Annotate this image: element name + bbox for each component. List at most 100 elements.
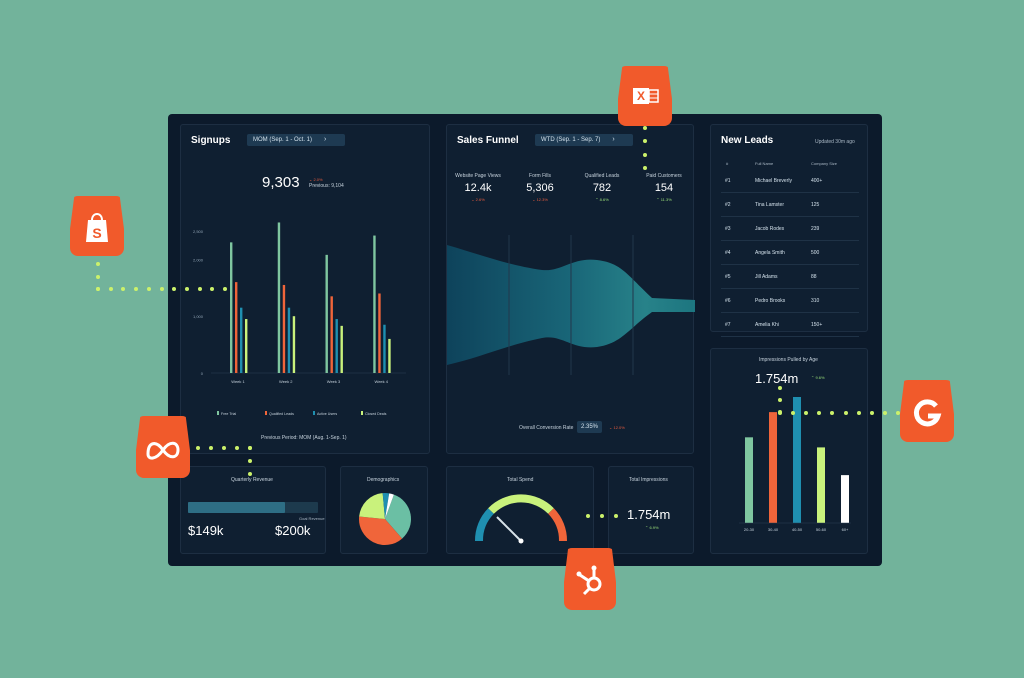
connector-dot [184, 287, 189, 291]
x-tick-label: Week 1 [231, 379, 245, 384]
revenue-progress-track [188, 502, 318, 513]
connector-dot [172, 287, 177, 291]
lead-company-size: 500 [811, 250, 820, 256]
age-bar-chart: 20-30 30-40 40-50 50-60 60+ [739, 397, 851, 532]
funnel-stage-label: Qualified Leads [584, 173, 620, 179]
funnel-stage-change: ⌃ 8.6% [595, 197, 609, 202]
funnel-stage-value: 12.4k [464, 182, 492, 194]
chevron-right-icon: › [612, 136, 615, 143]
connector-dot [96, 287, 100, 291]
funnel-stage: Qualified Leads 782 ⌃ 8.6% [573, 173, 631, 202]
connector-dot [882, 411, 887, 415]
leads-updated: Updated 30m ago [815, 139, 855, 145]
lead-id: #3 [725, 226, 731, 232]
connector-dot [600, 514, 604, 518]
signups-bar-chart: 0 1,000 2,000 2,500 Week 1 Week 2 Week 3 Week 4… [193, 222, 406, 416]
legend-entry: Active Users [317, 412, 337, 416]
x-tick-label: Week 3 [327, 379, 341, 384]
bar [235, 282, 238, 373]
impressions-change: ⌃ 6.9% [645, 525, 659, 530]
connector-dot [843, 411, 848, 415]
lead-company-size: 88 [811, 274, 817, 280]
google-badge[interactable] [900, 380, 954, 442]
connector-dot [643, 166, 647, 170]
excel-badge[interactable]: X [618, 66, 672, 126]
table-row[interactable]: #3 Jacob Rodes 239 [721, 217, 859, 241]
signups-footer: Previous Period: MOM (Aug. 1-Sep. 1) [261, 435, 347, 441]
x-tick-label: 60+ [842, 527, 849, 532]
impressions-change-value: 6.9% [649, 525, 659, 530]
connector-dot [586, 514, 590, 518]
leads-title: New Leads [721, 135, 774, 146]
funnel-stage-label: Form Fills [529, 173, 551, 179]
table-row[interactable]: #1 Michael Breverly 400+ [721, 169, 859, 193]
conversion-change: ⌄ 12.0% [609, 425, 625, 430]
connector-dot [210, 287, 215, 291]
conversion-value: 2.35% [577, 421, 603, 433]
funnel-stage-change: ⌃ 11.3% [656, 197, 672, 202]
funnel-range-select[interactable]: WTD (Sep. 1 - Sep. 7) › [535, 134, 633, 146]
x-tick-label: Week 4 [375, 379, 389, 384]
legend-entry: Qualified Leads [269, 412, 294, 416]
table-row[interactable]: #5 Jill Adams 88 [721, 265, 859, 289]
connector-dot [896, 411, 900, 415]
signups-range-select[interactable]: MOM (Sep. 1 - Oct. 1) › [247, 134, 345, 146]
impressions-value: 1.754m [627, 507, 671, 522]
y-tick-label: 2,500 [193, 229, 204, 234]
table-row[interactable]: #7 Amelia Khi 150+ [721, 313, 859, 337]
bar [745, 437, 753, 523]
connector-dot [96, 274, 100, 279]
shopify-badge[interactable]: S [70, 196, 124, 256]
revenue-panel: Quarterly Revenue Goal Revenue $149k $20… [180, 466, 326, 554]
hubspot-badge[interactable] [564, 548, 616, 610]
bar [245, 319, 248, 373]
funnel-stage: Paid Customers 154 ⌃ 11.3% [635, 173, 693, 202]
bar [383, 324, 386, 373]
meta-badge[interactable] [136, 416, 190, 478]
pie-slice [385, 493, 394, 519]
bar [335, 319, 338, 373]
lead-company-size: 400+ [811, 178, 823, 184]
demographics-pie-chart [359, 493, 411, 545]
lead-name: Tina Lamster [755, 202, 784, 208]
lead-id: #1 [725, 178, 731, 184]
excel-icon: X [633, 88, 659, 104]
signups-previous: Previous: 9,104 [309, 183, 344, 189]
bar [373, 235, 376, 373]
table-row[interactable]: #2 Tina Lamster 125 [721, 193, 859, 217]
age-impressions-title: Impressions Pulled by Age [759, 357, 818, 363]
y-tick-label: 0 [201, 371, 204, 376]
lead-name: Michael Breverly [755, 178, 792, 184]
connector-dot [778, 386, 782, 390]
lead-company-size: 125 [811, 202, 820, 208]
funnel-stage-change: ⌄ 2.6% [471, 197, 485, 202]
connector-dot [869, 411, 874, 415]
bar [769, 412, 777, 523]
conversion-change-value: 12.0% [613, 425, 625, 430]
funnel-stage-change-value: 8.6% [599, 197, 609, 202]
table-row[interactable]: #4 Angela Smith 500 [721, 241, 859, 265]
spend-gauge-needle [496, 516, 522, 542]
connector-dot [196, 446, 200, 450]
connector-dot [159, 287, 164, 291]
bar [240, 307, 243, 373]
lead-name: Jill Adams [755, 274, 778, 280]
legend-entry: Free Trial [221, 412, 236, 416]
lead-company-size: 239 [811, 226, 820, 232]
lead-id: #6 [725, 298, 731, 304]
spend-gauge [474, 494, 568, 544]
impressions-panel: Total Impressions 1.754m ⌃ 6.9% [608, 466, 694, 554]
funnel-stage-change-value: 2.6% [475, 197, 485, 202]
bar [282, 284, 286, 373]
revenue-goal: $200k [275, 523, 311, 538]
table-row[interactable]: #6 Pedro Brooks 310 [721, 289, 859, 313]
revenue-current: $149k [188, 523, 224, 538]
signups-title: Signups [191, 135, 231, 146]
legend-swatch [265, 411, 267, 415]
shopify-icon: S [86, 213, 108, 242]
conversion-label: Overall Conversion Rate [519, 425, 574, 431]
y-tick-label: 1,000 [193, 314, 204, 319]
spend-panel: Total Spend [446, 466, 594, 554]
legend-swatch [217, 411, 219, 415]
age-impressions-change-value: 9.6% [815, 375, 825, 380]
